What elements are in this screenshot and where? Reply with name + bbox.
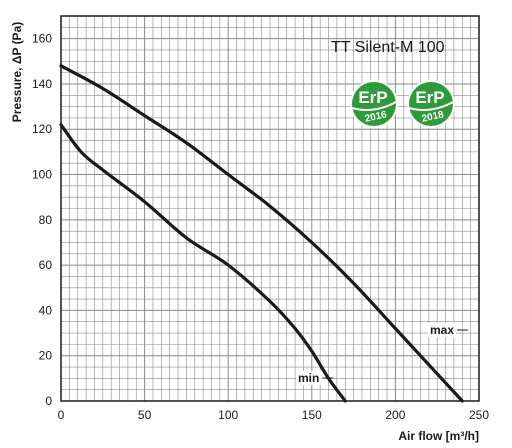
series-line-min: [59, 123, 347, 403]
x-tick-label: 50: [138, 408, 152, 422]
x-tick-label: 250: [469, 408, 489, 422]
erp-badge-top-text: ErP: [415, 88, 444, 107]
series-layer: [59, 64, 464, 403]
ticks: 0 50 100 150 200 250 0 20 40 60 80 100 120 140 160: [32, 32, 489, 422]
axes: [60, 15, 480, 402]
x-tick-label: 0: [58, 408, 65, 422]
erp-badge-circle: [409, 82, 453, 126]
y-axis-title: Pressure, ΔP (Pa): [10, 22, 24, 122]
y-tick-label: 60: [39, 258, 53, 272]
y-tick-label: 20: [39, 349, 53, 363]
erp-badge-swoosh: [408, 101, 454, 111]
chart-title: TT Silent-M 100: [331, 39, 445, 56]
erp-badge-2016: ErP 2016: [350, 80, 398, 128]
y-tick-label: 100: [32, 168, 52, 182]
y-tick-label: 160: [32, 32, 52, 46]
y-tick-label: 140: [32, 77, 52, 91]
series-line-max: [59, 64, 464, 403]
series-label-bg: [428, 323, 457, 337]
erp-badge-2018: ErP 2018: [407, 80, 455, 128]
grid: [60, 15, 480, 402]
erp-badge-swoosh: [351, 101, 397, 111]
series-label-min: min: [298, 371, 319, 385]
series-labels: max min: [296, 323, 469, 385]
erp-badge-top-text: ErP: [358, 88, 387, 107]
x-tick-label: 150: [302, 408, 322, 422]
series-label-max: max: [430, 323, 454, 337]
y-tick-label: 80: [39, 213, 53, 227]
plot-frame: [60, 15, 480, 402]
badges: ErP 2016 ErP 2018: [350, 80, 455, 128]
y-tick-label: 0: [45, 394, 52, 408]
erp-badge-year-text: 2016: [364, 109, 388, 124]
x-tick-label: 100: [218, 408, 238, 422]
series-label-bg: [296, 371, 322, 385]
erp-badge-year-text: 2018: [421, 109, 445, 124]
x-tick-label: 200: [385, 408, 405, 422]
y-tick-label: 120: [32, 122, 52, 136]
y-tick-label: 40: [39, 303, 53, 317]
x-axis-title: Air flow [m³/h]: [398, 429, 479, 443]
erp-badge-circle: [352, 82, 396, 126]
